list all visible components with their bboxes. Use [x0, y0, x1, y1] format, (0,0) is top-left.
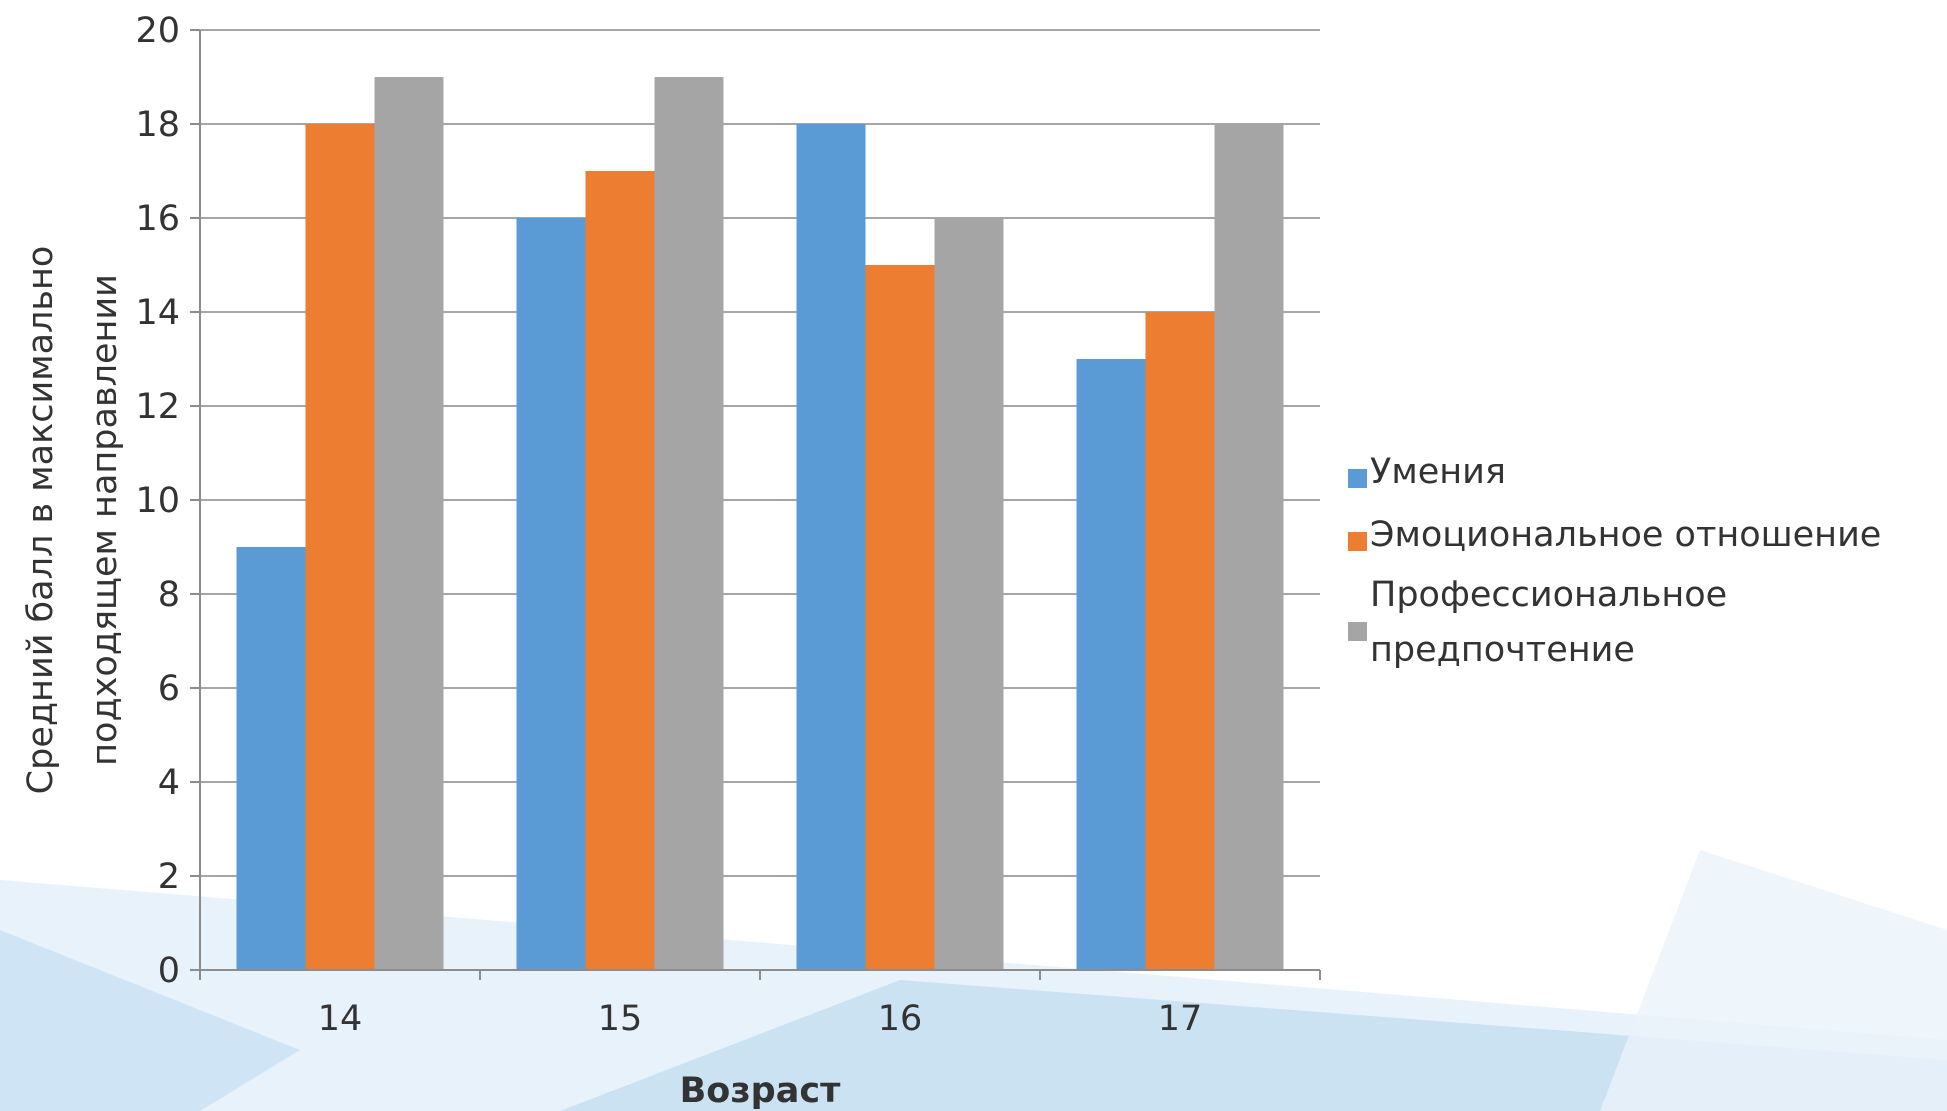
- y-tick-label-7: 14: [135, 293, 180, 333]
- legend-key-1: [1348, 532, 1367, 551]
- bar-series2-cat3: [1214, 124, 1284, 970]
- legend: Умения Эмоциональное отношение Профессиона…: [1348, 452, 1881, 670]
- axes: [190, 29, 1321, 980]
- y-tick-label-0: 0: [158, 951, 180, 991]
- legend-label-1: Эмоциональное отношение: [1370, 515, 1881, 555]
- x-tick-label-0: 14: [318, 999, 363, 1039]
- y-tick-label-6: 12: [135, 387, 180, 427]
- legend-label-2: Профессиональное предпочтение: [1370, 575, 1727, 670]
- bar-series1-cat0: [305, 124, 375, 970]
- bars: [236, 77, 1284, 970]
- y-tick-label-2: 4: [158, 763, 180, 803]
- x-tick-label-1: 15: [598, 999, 643, 1039]
- y-tick-label-5: 10: [135, 481, 180, 521]
- bar-series1-cat3: [1145, 312, 1215, 970]
- y-axis-ticks: 0 2 4 6 8 10 12 14 16 18 20: [135, 11, 180, 991]
- x-axis-title: Возраст: [680, 1071, 841, 1111]
- x-tick-label-3: 17: [1158, 999, 1203, 1039]
- y-tick-label-10: 20: [135, 11, 180, 51]
- legend-key-2: [1348, 622, 1367, 641]
- bar-series0-cat0: [236, 547, 306, 970]
- bar-series0-cat3: [1076, 359, 1146, 970]
- bar-series0-cat1: [516, 218, 586, 970]
- x-axis-ticks: 14 15 16 17: [318, 999, 1203, 1039]
- y-tick-label-1: 2: [158, 857, 180, 897]
- legend-label-0: Умения: [1370, 452, 1506, 492]
- y-tick-label-4: 8: [158, 575, 180, 615]
- x-tick-label-2: 16: [878, 999, 923, 1039]
- y-tick-label-9: 18: [135, 105, 180, 145]
- y-tick-label-8: 16: [135, 199, 180, 239]
- bar-series1-cat1: [585, 171, 655, 970]
- y-axis-title-line-0: Средний балл в максимально: [21, 246, 61, 795]
- bar-series0-cat2: [796, 124, 866, 970]
- y-axis-title-line-1: подходящем направлении: [85, 274, 125, 766]
- bar-series2-cat0: [374, 77, 444, 970]
- bar-series1-cat2: [865, 265, 935, 970]
- y-axis-title: Средний балл в максимально подходящем нап…: [21, 246, 125, 795]
- bar-series2-cat1: [654, 77, 724, 970]
- y-tick-label-3: 6: [158, 669, 180, 709]
- bar-series2-cat2: [934, 218, 1004, 970]
- legend-key-0: [1348, 469, 1367, 488]
